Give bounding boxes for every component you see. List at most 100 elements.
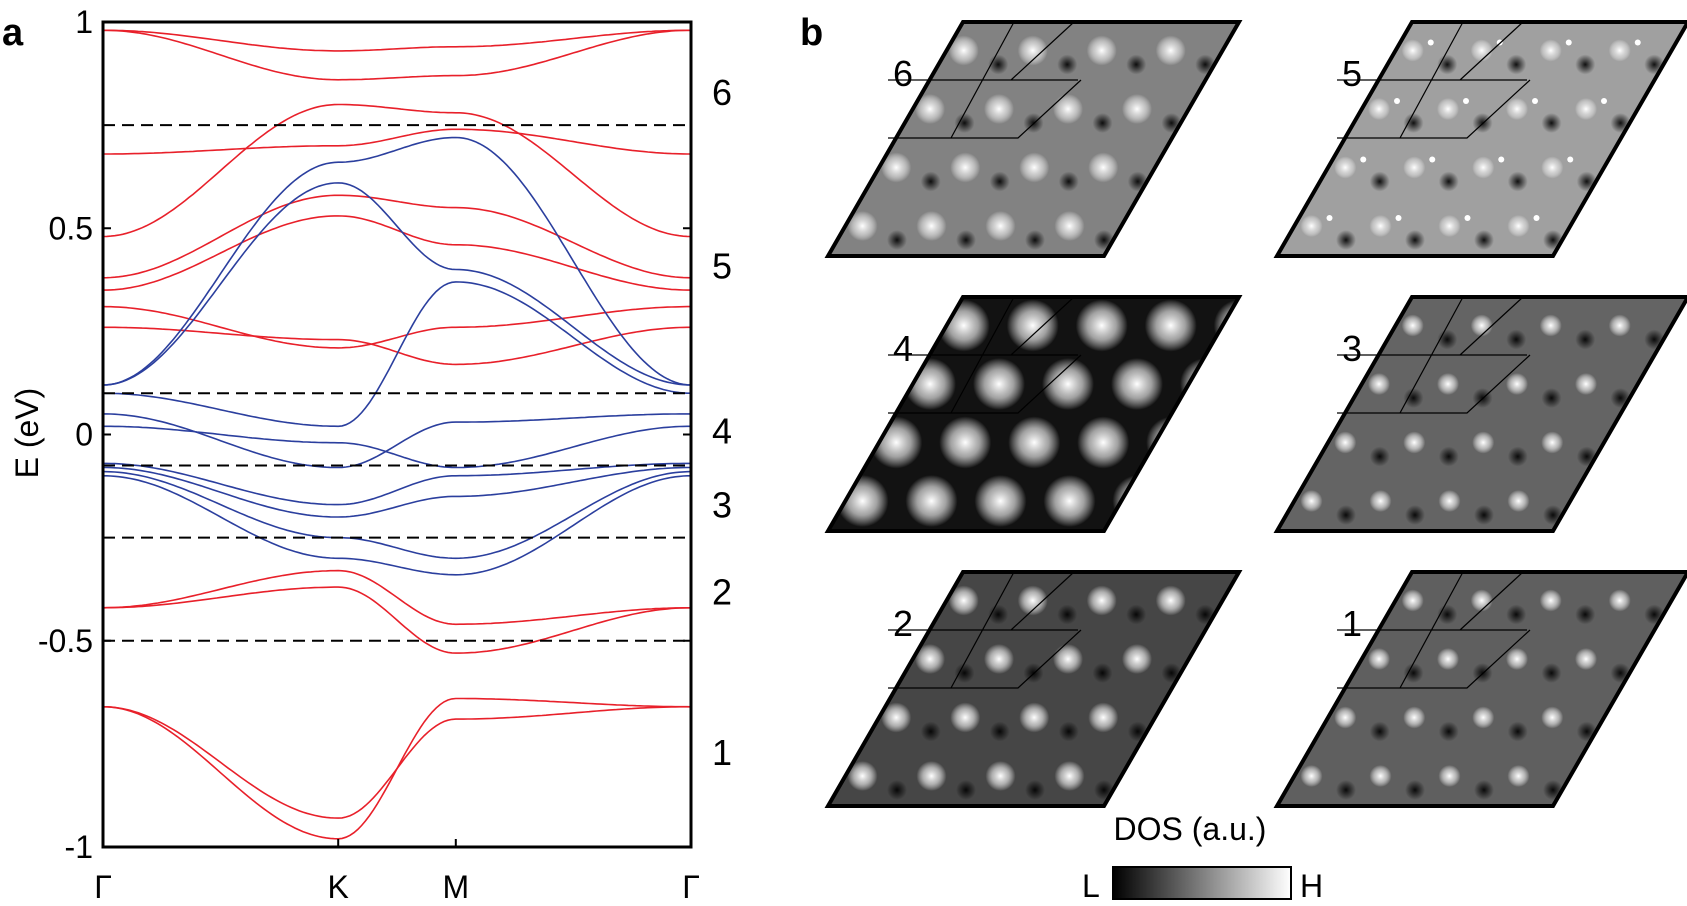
dos-spot [1403,706,1426,729]
dos-dark-spot [1541,113,1562,133]
dos-dot [1634,39,1641,46]
dos-dark-spot [1057,54,1078,75]
dos-spot [1143,183,1195,235]
dos-spot [1369,765,1392,787]
dos-spot [1294,586,1324,616]
dos-spot [1181,475,1234,527]
dos-spot [1643,0,1665,3]
dos-dark-spot [1302,839,1322,859]
dos-spot [948,35,979,66]
dos-spot [1334,431,1357,454]
dos-spot [1300,765,1323,787]
dos-spot [1474,274,1496,296]
dos-spot [1575,648,1597,670]
dos-dot [1224,274,1230,280]
dos-spot [1088,152,1119,183]
dos-spot [1232,490,1254,512]
dos-dark-spot [1229,0,1249,16]
band-lines [102,29,692,840]
dos-spot [1223,469,1253,499]
dos-dark-spot [887,230,907,250]
dos-dot [1500,274,1506,280]
band-line-blue [102,470,692,560]
dos-spot [1336,549,1358,571]
dos-dark-spot [1403,113,1424,133]
dos-dark-spot [1612,230,1632,250]
dos-dot [1360,156,1367,163]
dos-dark-spot [1612,780,1632,800]
dos-dark-spot [1196,171,1217,192]
dos-spot [1608,39,1631,62]
dos-dark-spot [784,289,804,309]
dos-spot [914,0,944,7]
unit-cell-outline [888,571,1082,689]
y-tick-label: -0.5 [38,623,93,659]
dos-spot [1608,589,1631,612]
dos-spot [1505,531,1527,553]
dos-dot [1293,274,1299,280]
dos-dark-spot [1643,213,1663,233]
dos-spot [1610,706,1633,729]
dos-dark-spot [1160,546,1180,566]
dos-spot [1403,156,1426,179]
dos-dot [1395,215,1402,221]
dos-spot [1401,39,1424,62]
dos-dark-spot [920,721,941,742]
dos-dark-spot [1367,0,1387,16]
dos-dot [1569,274,1575,280]
dos-dark-spot [953,0,973,16]
dos-spot [1198,274,1220,296]
dos-spot [1576,490,1599,512]
dos-dark-spot [1160,0,1180,16]
dos-spot [1676,473,1687,495]
dos-spot [1403,431,1426,454]
dos-dark-spot [1163,780,1183,800]
dos-spot [1369,490,1392,512]
dos-dot [1326,215,1333,221]
dos-dark-spot [1681,505,1687,525]
region-label: 5 [712,245,732,286]
dos-spot [1401,314,1424,337]
dos-spot [1190,527,1220,557]
unit-cell-outline [1337,571,1531,689]
dos-dark-spot [1371,564,1391,584]
dos-dark-spot [1163,230,1183,250]
dos-dark-spot [1367,546,1387,566]
dos-spot [1300,215,1323,237]
dos-map-label: 1 [1342,603,1362,644]
dos-spot [881,702,912,733]
dos-spot [1505,256,1527,278]
band-line-red [103,697,692,840]
region-label: 1 [712,732,732,773]
band-line-red [103,706,691,819]
dos-dark-spot [1681,780,1687,800]
dos-spot [948,585,979,616]
dos-spot [1539,314,1562,337]
dos-dark-spot [920,171,941,192]
dos-spot [803,534,855,586]
dos-spot [1299,373,1321,395]
dos-spot [1294,36,1324,66]
dos-spot [1334,156,1357,179]
dos-dark-spot [1474,230,1494,250]
dos-dark-spot [1402,271,1422,291]
dos-spot [1644,98,1666,120]
dos-dark-spot [1302,564,1322,584]
dos-dark-spot [954,663,975,683]
dos-spot [1506,98,1528,120]
dos-dark-spot [1266,172,1286,192]
dos-spot [1436,0,1458,3]
dos-dot [1636,156,1643,163]
band-line-blue [102,136,692,386]
dos-spot [1017,35,1048,66]
dos-spot [1155,585,1186,616]
colorbar-high-label: H [1300,868,1323,904]
dos-spot [734,534,786,586]
dos-spot [1267,274,1289,296]
dos-dark-spot [1678,271,1687,291]
dos-map-frame [824,295,1243,533]
dos-spot [950,702,981,733]
dos-maps: 6 5 4 3 2 1 [734,0,1687,859]
dos-spot [828,416,854,469]
dos-spot [1677,39,1687,62]
